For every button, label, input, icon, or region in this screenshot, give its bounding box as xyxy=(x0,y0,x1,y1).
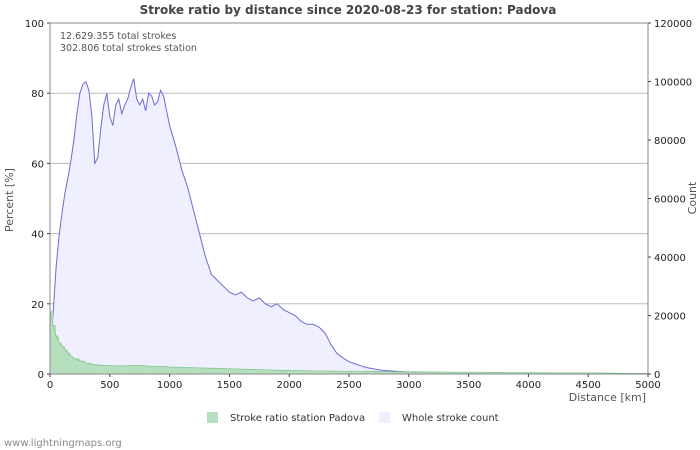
station-ratio-bar xyxy=(337,371,361,374)
y-left-axis-ticks: 0 20 40 60 80 100 xyxy=(25,19,50,381)
station-ratio-bar xyxy=(151,366,158,374)
station-ratio-bar xyxy=(528,372,553,374)
station-ratio-bar xyxy=(50,310,53,374)
station-ratio-bar xyxy=(73,358,80,374)
station-ratio-bar xyxy=(361,371,385,374)
y-right-tick-label: 80000 xyxy=(654,136,686,147)
station-ratio-bar xyxy=(109,365,116,374)
station-ratio-bar xyxy=(127,365,134,374)
station-ratio-series xyxy=(49,310,649,374)
station-ratio-bar xyxy=(62,345,65,374)
x-tick-label: 500 xyxy=(100,380,119,391)
station-ratio-bar xyxy=(139,365,146,374)
x-tick-label: 2000 xyxy=(276,380,301,391)
station-ratio-bar xyxy=(145,365,152,374)
x-tick-label: 3500 xyxy=(456,380,481,391)
legend-label-station: Stroke ratio station Padova xyxy=(230,413,365,424)
whole-stroke-line xyxy=(49,78,649,375)
footer-credit: www.lightningmaps.org xyxy=(4,438,122,449)
station-ratio-bar xyxy=(103,365,110,374)
station-ratio-bar xyxy=(456,372,481,374)
station-ratio-bar xyxy=(253,369,266,374)
station-ratio-bar xyxy=(205,368,218,374)
y-right-axis-label: Count xyxy=(686,181,699,214)
x-tick-label: 1000 xyxy=(157,380,182,391)
station-ratio-bar xyxy=(480,372,505,374)
station-ratio-bar xyxy=(121,365,128,374)
station-ratio-bar xyxy=(53,324,56,374)
station-ratio-bar xyxy=(217,368,230,374)
x-tick-label: 2500 xyxy=(336,380,361,391)
station-ratio-bar xyxy=(97,364,104,374)
y-left-tick-label: 100 xyxy=(25,19,44,30)
legend-swatch-whole xyxy=(379,412,390,423)
whole-stroke-area xyxy=(50,78,648,374)
y-right-tick-label: 0 xyxy=(654,370,660,381)
station-ratio-bar xyxy=(265,369,278,374)
station-ratio-bar xyxy=(157,366,164,374)
station-ratio-bar xyxy=(163,366,170,374)
station-ratio-bar xyxy=(181,367,194,374)
y-right-tick-label: 40000 xyxy=(654,253,686,264)
station-ratio-line xyxy=(49,310,648,374)
station-ratio-bar xyxy=(65,349,68,374)
station-ratio-bar xyxy=(79,360,86,374)
station-ratio-bar xyxy=(432,371,457,374)
station-ratio-bar xyxy=(85,362,92,374)
station-ratio-bar xyxy=(576,372,601,374)
total-strokes-annotation: 12.629.355 total strokes xyxy=(60,31,176,42)
x-tick-label: 0 xyxy=(47,380,53,391)
station-ratio-bar xyxy=(241,369,254,374)
station-ratio-bar xyxy=(552,372,577,374)
station-ratio-bar xyxy=(56,335,59,374)
station-ratio-bar xyxy=(229,368,242,374)
legend-label-whole: Whole stroke count xyxy=(402,413,499,424)
y-left-axis-label: Percent [%] xyxy=(3,168,16,232)
station-ratio-bar xyxy=(91,364,98,374)
station-strokes-annotation: 302.806 total strokes station xyxy=(60,43,197,54)
y-left-tick-label: 20 xyxy=(31,300,44,311)
station-ratio-bar xyxy=(289,370,314,374)
y-left-tick-label: 80 xyxy=(31,89,44,100)
station-ratio-bar xyxy=(384,371,409,374)
x-tick-label: 5000 xyxy=(635,380,660,391)
station-ratio-bar xyxy=(193,367,206,374)
station-ratio-bar xyxy=(169,367,182,374)
x-tick-label: 1500 xyxy=(217,380,242,391)
y-left-tick-label: 40 xyxy=(31,230,44,241)
station-ratio-bar xyxy=(59,342,62,374)
whole-stroke-series xyxy=(49,78,649,375)
station-ratio-bar xyxy=(70,356,74,374)
station-ratio-bar xyxy=(408,371,433,374)
station-ratio-bar xyxy=(504,372,529,374)
y-left-tick-label: 0 xyxy=(38,370,44,381)
y-left-tick-label: 60 xyxy=(31,159,44,170)
chart-title: Stroke ratio by distance since 2020-08-2… xyxy=(140,3,557,17)
y-right-tick-label: 60000 xyxy=(654,195,686,206)
y-right-tick-label: 20000 xyxy=(654,312,686,323)
legend-swatch-station xyxy=(207,412,218,423)
y-right-tick-label: 100000 xyxy=(654,78,692,89)
y-right-tick-label: 120000 xyxy=(654,19,692,30)
station-ratio-bar xyxy=(115,365,122,374)
station-ratio-bar xyxy=(133,365,140,374)
x-tick-label: 4500 xyxy=(575,380,600,391)
x-axis-label: Distance [km] xyxy=(569,391,646,404)
station-ratio-bar xyxy=(313,370,337,374)
x-axis-ticks: 0 500 1000 1500 2000 2500 3000 3500 4000 4500 5000 xyxy=(47,374,661,391)
station-ratio-bar xyxy=(277,370,290,374)
x-tick-label: 4000 xyxy=(516,380,541,391)
x-tick-label: 3000 xyxy=(396,380,421,391)
station-ratio-bar xyxy=(67,352,71,374)
y-right-axis-ticks: 0 20000 40000 60000 80000 100000 120000 xyxy=(648,19,692,381)
